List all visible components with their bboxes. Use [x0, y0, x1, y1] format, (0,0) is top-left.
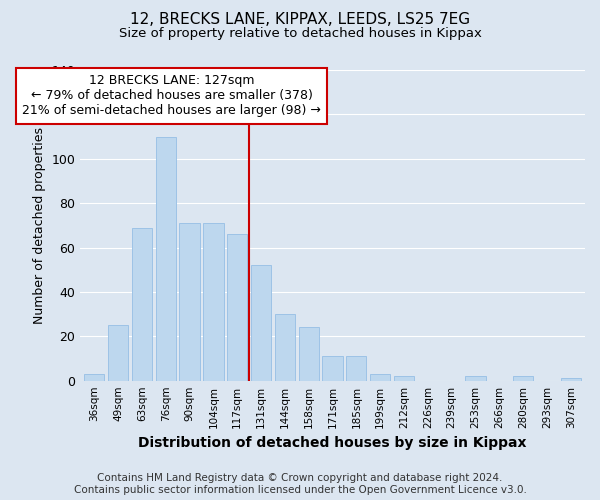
Bar — [322, 356, 343, 380]
Text: 12 BRECKS LANE: 127sqm
← 79% of detached houses are smaller (378)
21% of semi-de: 12 BRECKS LANE: 127sqm ← 79% of detached… — [22, 74, 321, 118]
Bar — [179, 223, 200, 380]
Text: 12, BRECKS LANE, KIPPAX, LEEDS, LS25 7EG: 12, BRECKS LANE, KIPPAX, LEEDS, LS25 7EG — [130, 12, 470, 28]
Text: Size of property relative to detached houses in Kippax: Size of property relative to detached ho… — [119, 28, 481, 40]
Bar — [560, 378, 581, 380]
Text: Contains HM Land Registry data © Crown copyright and database right 2024.
Contai: Contains HM Land Registry data © Crown c… — [74, 474, 526, 495]
Bar — [108, 325, 128, 380]
Bar — [155, 136, 176, 380]
Bar — [203, 223, 224, 380]
X-axis label: Distribution of detached houses by size in Kippax: Distribution of detached houses by size … — [138, 436, 527, 450]
Bar — [346, 356, 367, 380]
Bar — [84, 374, 104, 380]
Bar — [251, 266, 271, 380]
Bar — [132, 228, 152, 380]
Y-axis label: Number of detached properties: Number of detached properties — [33, 127, 46, 324]
Bar — [513, 376, 533, 380]
Bar — [299, 328, 319, 380]
Bar — [227, 234, 247, 380]
Bar — [394, 376, 414, 380]
Bar — [275, 314, 295, 380]
Bar — [370, 374, 390, 380]
Bar — [465, 376, 485, 380]
